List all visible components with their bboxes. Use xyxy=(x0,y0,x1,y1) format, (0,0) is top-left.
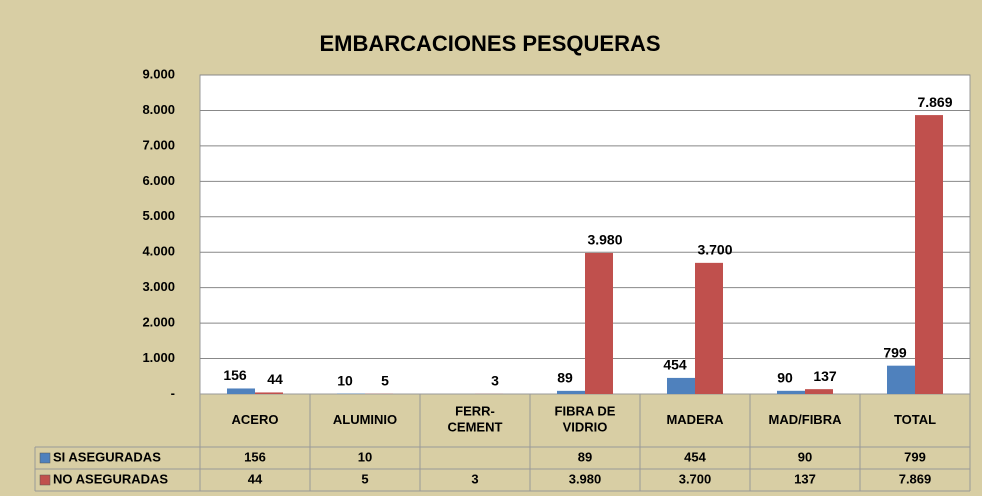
bar xyxy=(557,390,585,394)
y-tick-label: 3.000 xyxy=(142,279,175,294)
table-cell: 156 xyxy=(244,449,266,464)
legend-key xyxy=(39,474,51,486)
x-tick-label: ACERO xyxy=(232,412,279,427)
table-cell: 44 xyxy=(248,471,263,486)
y-tick-label: 1.000 xyxy=(142,350,175,365)
data-label: 89 xyxy=(557,370,573,386)
legend-label: NO ASEGURADAS xyxy=(53,471,168,486)
table-cell: 89 xyxy=(578,449,592,464)
legend-label: SI ASEGURADAS xyxy=(53,449,161,464)
y-tick-label: 5.000 xyxy=(142,208,175,223)
data-label: 10 xyxy=(337,372,353,388)
y-tick-label: 6.000 xyxy=(142,173,175,188)
table-cell: 137 xyxy=(794,471,816,486)
table-cell: 90 xyxy=(798,449,812,464)
x-tick-label: FERR-CEMENT xyxy=(448,404,503,435)
data-label: 137 xyxy=(813,368,837,384)
bar xyxy=(667,377,695,394)
bar xyxy=(805,389,833,394)
table-cell: 3.700 xyxy=(679,471,712,486)
bar xyxy=(887,365,915,394)
data-label: 3.700 xyxy=(697,242,732,258)
data-label: 7.869 xyxy=(917,94,952,110)
x-tick-label: FIBRA DE VIDRIO xyxy=(555,404,616,435)
table-cell: 454 xyxy=(684,449,706,464)
data-label: 799 xyxy=(883,344,907,360)
data-label: 44 xyxy=(267,371,283,387)
data-label: 3.980 xyxy=(587,232,622,248)
bar xyxy=(255,392,283,394)
table-cell: 7.869 xyxy=(899,471,932,486)
bar xyxy=(227,388,255,394)
table-cell: 3 xyxy=(471,471,478,486)
bar xyxy=(585,252,613,394)
table-cell: 3.980 xyxy=(569,471,602,486)
data-label: 156 xyxy=(223,367,247,383)
y-tick-label: 8.000 xyxy=(142,102,175,117)
data-label: 90 xyxy=(777,370,793,386)
legend-key xyxy=(39,452,51,464)
bar xyxy=(695,262,723,394)
y-tick-label: 9.000 xyxy=(142,66,175,81)
chart-title: EMBARCACIONES PESQUERAS xyxy=(319,31,660,56)
x-tick-label: ALUMINIO xyxy=(333,412,397,427)
y-tick-label: - xyxy=(171,385,175,400)
data-label: 5 xyxy=(381,373,389,389)
table-cell: 5 xyxy=(361,471,368,486)
y-tick-label: 4.000 xyxy=(142,244,175,259)
table-cell: 10 xyxy=(358,449,372,464)
x-tick-label: MAD/FIBRA xyxy=(769,412,843,427)
x-tick-label: MADERA xyxy=(666,412,724,427)
bar xyxy=(915,115,943,394)
data-label: 454 xyxy=(663,357,687,373)
y-tick-label: 2.000 xyxy=(142,315,175,330)
table-cell: 799 xyxy=(904,449,926,464)
data-label: 3 xyxy=(491,373,499,389)
x-tick-label: TOTAL xyxy=(894,412,936,427)
bar xyxy=(777,390,805,394)
y-tick-label: 7.000 xyxy=(142,137,175,152)
